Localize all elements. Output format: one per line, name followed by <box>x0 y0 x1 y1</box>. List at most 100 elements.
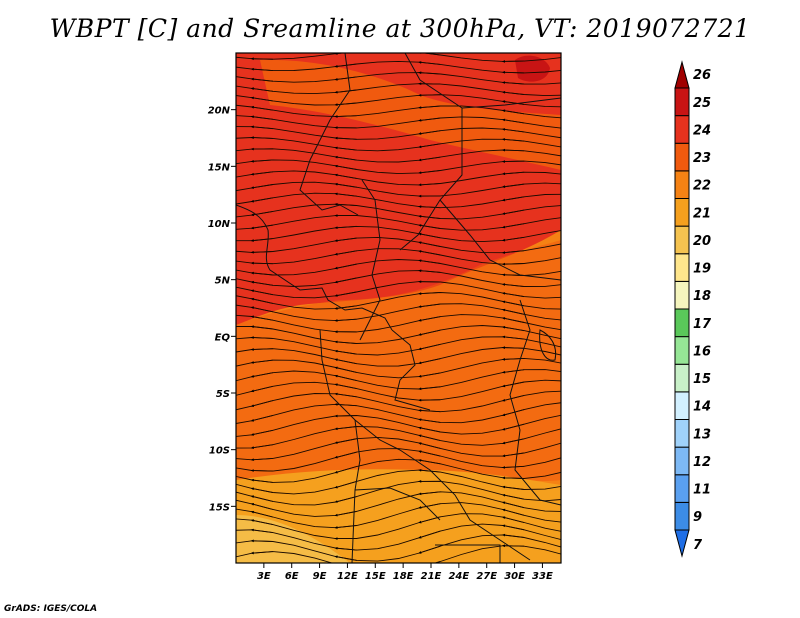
streamline-arrow <box>334 481 357 489</box>
streamline-arrow <box>334 349 357 355</box>
colorbar-cell <box>674 419 690 448</box>
streamline-arrow <box>334 202 357 206</box>
colorbar-cell <box>674 198 690 227</box>
streamline <box>236 126 561 140</box>
lon-axis: 3E 6E 9E 12E 15E 18E 21E 24E 27E 30E 33E <box>257 563 553 582</box>
lon-tick-label: 12E <box>337 571 358 582</box>
streamline-arrow <box>418 516 441 524</box>
streamline-arrow <box>250 510 273 518</box>
streamline-arrow <box>334 340 357 344</box>
lat-tick-label: 10S <box>209 446 230 457</box>
grads-credit: GrADS: IGES/COLA <box>4 604 98 614</box>
streamline-arrow <box>250 171 273 176</box>
colorbar-cell <box>674 363 690 393</box>
streamline-arrow <box>334 277 357 284</box>
field-band-21 <box>236 469 561 563</box>
streamline-arrow <box>418 442 441 449</box>
streamline-arrow <box>418 250 441 256</box>
streamline-arrow <box>418 358 441 365</box>
streamline-arrow <box>334 374 357 382</box>
streamline-arrow <box>501 476 525 480</box>
streamline-arrow <box>250 385 273 393</box>
colorbar-cell <box>674 225 690 255</box>
streamline-arrow <box>250 261 273 265</box>
streamline <box>236 270 561 287</box>
lon-tick-label: 3E <box>257 571 271 582</box>
lon-tick-label: 33E <box>532 571 553 582</box>
streamline-arrow <box>334 155 357 161</box>
lat-tick-label: 15S <box>209 502 230 513</box>
streamline-arrow <box>501 283 525 287</box>
streamline-arrow <box>501 485 525 490</box>
streamline-arrow <box>334 546 357 551</box>
streamline <box>236 369 561 390</box>
streamline-arrow <box>250 77 273 82</box>
streamline-arrow <box>250 289 273 296</box>
streamline-arrow <box>418 215 441 219</box>
streamline-arrow <box>501 236 525 242</box>
streamline-arrow <box>250 325 273 330</box>
colorbar-label: 21 <box>693 206 711 221</box>
streamline <box>236 357 561 379</box>
streamline-arrow <box>501 346 525 349</box>
streamline-arrow <box>334 383 357 390</box>
colorbar-label: 9 <box>693 510 702 525</box>
streamline <box>236 347 561 367</box>
lon-tick-label: 21E <box>421 571 442 582</box>
streamline-arrow <box>334 291 357 297</box>
colorbar-label: 26 <box>693 68 711 83</box>
streamline-arrow <box>418 434 441 441</box>
streamline <box>236 236 561 254</box>
streamline <box>236 181 561 197</box>
streamline-arrow <box>250 551 273 555</box>
streamline <box>236 448 561 472</box>
field-band-25 <box>515 55 550 82</box>
streamline-arrow <box>334 136 357 140</box>
streamline-arrow <box>250 495 273 502</box>
colorbar-cell <box>674 87 690 117</box>
colorbar-label: 16 <box>693 344 711 359</box>
lat-tick-label: 5N <box>215 276 231 287</box>
colorbar-cell <box>674 308 690 338</box>
colorbar-cell <box>674 474 690 503</box>
colorbar-cell <box>674 253 690 282</box>
streamline-arrow <box>250 136 273 139</box>
streamline <box>236 115 561 129</box>
streamline-arrow <box>334 173 357 179</box>
streamline-arrow <box>501 335 525 340</box>
streamline-arrow <box>250 372 273 378</box>
streamline <box>236 94 561 108</box>
streamline-arrow <box>418 372 441 378</box>
lon-tick-label: 30E <box>504 571 525 582</box>
streamline-arrow <box>418 409 441 413</box>
streamline <box>236 281 561 299</box>
streamline <box>236 502 561 529</box>
streamline-arrow <box>250 115 273 120</box>
streamline <box>236 104 561 119</box>
streamline-arrow <box>501 70 525 74</box>
streamline-arrow <box>501 148 525 152</box>
streamline-arrow <box>250 503 273 510</box>
field-band-23-north <box>260 59 561 170</box>
streamline-arrow <box>250 67 273 72</box>
streamline-arrow <box>501 100 525 105</box>
streamline <box>236 292 561 310</box>
streamline <box>236 259 561 276</box>
streamline-arrow <box>501 452 525 458</box>
streamline-arrow <box>418 426 441 433</box>
streamline-arrow <box>250 400 273 407</box>
streamline <box>236 325 561 344</box>
streamline-arrow <box>334 366 357 373</box>
colorbar-label: 19 <box>693 262 711 277</box>
streamline-arrow <box>250 478 273 483</box>
streamline-arrow <box>418 205 441 209</box>
streamline-arrow <box>418 503 441 509</box>
streamline-arrow <box>501 533 525 538</box>
streamline-arrow <box>250 336 273 339</box>
streamline-arrow <box>250 105 273 111</box>
streamline-arrow <box>501 369 525 374</box>
streamline-arrow <box>250 457 273 462</box>
streamline-arrow <box>334 115 357 118</box>
streamline-arrow <box>334 358 357 365</box>
streamline-arrow <box>250 444 273 449</box>
